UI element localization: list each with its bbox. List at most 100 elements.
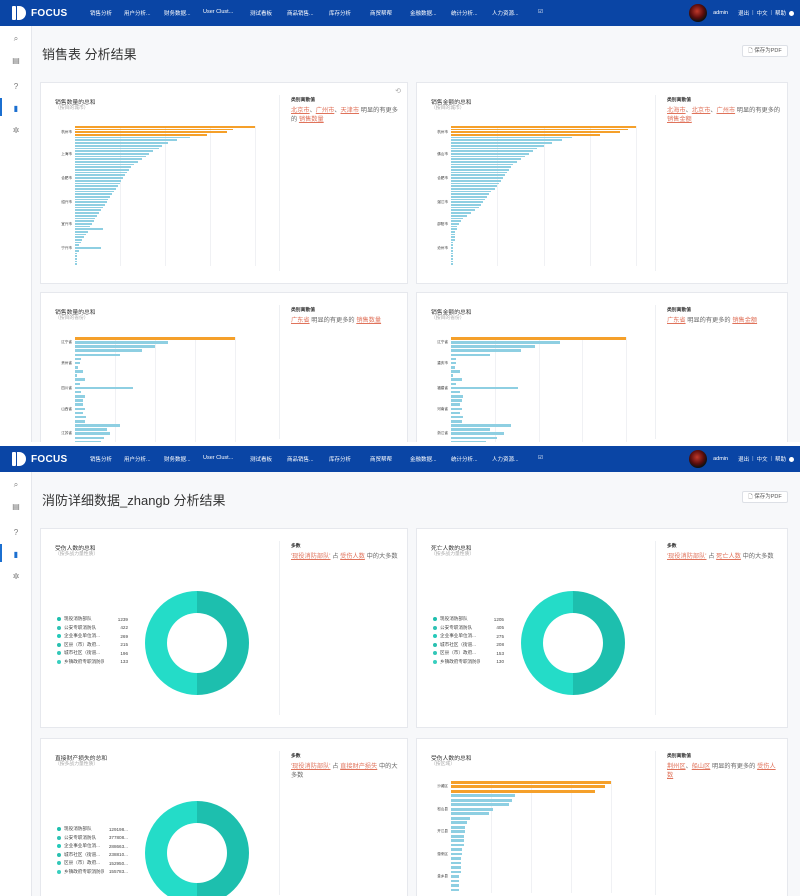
menu-item[interactable]: 测试看板 [250,457,273,463]
bar[interactable] [451,395,464,398]
bar[interactable] [451,812,490,816]
bar[interactable] [75,361,80,365]
bar[interactable] [451,440,486,442]
menu-item[interactable]: 人力资源... [492,457,519,463]
language-switch[interactable]: 中文 [756,457,768,463]
menu-item[interactable]: User Clust... [203,455,234,461]
legend-item[interactable]: 城市社区（街道... 196 [57,649,128,658]
bar[interactable] [75,432,111,435]
bar[interactable] [75,161,139,163]
bar[interactable] [451,150,534,152]
bar[interactable] [75,126,255,128]
bar[interactable] [451,249,453,252]
legend-item[interactable]: 公安专职消防队 405 [433,624,504,633]
bar[interactable] [451,374,453,377]
bar[interactable] [451,239,456,241]
bar[interactable] [451,220,462,222]
bar[interactable] [451,785,605,789]
legend-item[interactable]: 公安专职消防队 377808... [57,834,128,843]
bar[interactable] [75,374,77,377]
bar[interactable] [75,257,77,260]
refresh-icon[interactable]: ⟲ [395,88,401,95]
bar[interactable] [451,198,486,201]
bar[interactable] [451,411,460,415]
bar[interactable] [75,390,82,394]
help-link[interactable]: 帮助 [774,457,786,463]
bar[interactable] [451,798,512,802]
menu-item[interactable]: 商贸帮帮 [370,11,393,17]
bar[interactable] [451,436,497,440]
legend-item[interactable]: 区县（市）政府... 152950... [57,859,128,868]
bar[interactable] [451,415,464,419]
bar[interactable] [75,136,191,139]
menu-item[interactable]: 金融数据... [410,457,437,463]
insight-highlight[interactable]: 北京市 [691,107,711,114]
bar[interactable] [75,255,77,257]
avatar[interactable] [689,450,708,468]
bar[interactable] [451,177,504,179]
menu-item[interactable]: 金融数据... [410,11,437,17]
bar[interactable] [75,187,116,190]
bar[interactable] [451,432,504,435]
menu-item[interactable]: 人力资源... [492,11,519,17]
gear-icon[interactable]: ✲ [12,572,20,581]
bar[interactable] [75,163,135,166]
insight-highlight[interactable]: 死亡人数 [716,553,741,560]
bar[interactable] [75,201,107,204]
bar[interactable] [451,403,460,406]
chart-card[interactable]: 受伤人数的总和 （按区域） 沙滩区 松山县 开江县 惠来区 金乡县 类别离散值 荆州区、船… [416,738,788,896]
bar[interactable] [75,158,142,160]
bar[interactable] [75,357,82,361]
bar[interactable] [451,852,463,856]
bar[interactable] [451,366,455,369]
menu-item[interactable]: 统计分析... [451,457,478,463]
bar[interactable] [451,378,462,382]
insight-highlight[interactable]: 直接财产损失 [340,763,378,770]
bar[interactable] [451,161,518,163]
bar[interactable] [75,415,87,419]
bar[interactable] [451,370,460,373]
bar[interactable] [75,440,101,442]
bar[interactable] [75,345,155,348]
bar[interactable] [75,193,113,195]
bar[interactable] [451,209,476,212]
bar[interactable] [451,131,620,134]
bar[interactable] [75,190,114,193]
bar[interactable] [451,839,464,842]
chart-card[interactable]: 销售金额的总和 （按目的省份） 辽宁省 重庆市 福建省 河南省 浙江省 类别离散值 广东省… [416,292,788,442]
insight-highlight[interactable]: 销售金额 [732,317,758,324]
bar[interactable] [451,816,471,820]
bar[interactable] [75,233,87,236]
legend-item[interactable]: 城市社区（街道... 208 [433,641,504,650]
bar[interactable] [451,147,538,150]
bar[interactable] [451,424,511,427]
bar[interactable] [75,341,168,344]
document-icon[interactable]: ▤ [12,502,20,511]
bar[interactable] [451,128,628,131]
chart-card[interactable]: 受伤人数的总和 （按多战力量性质） 现役消防部队 1239 公安专职消防队 422 企业… [40,528,408,728]
menu-item[interactable]: 测试看板 [250,11,273,17]
bar[interactable] [451,142,552,144]
menu-item[interactable]: 商贸帮帮 [370,457,393,463]
menu-item[interactable]: 销售分析 [90,457,113,463]
bar[interactable] [451,861,461,865]
bar[interactable] [451,152,530,155]
legend-item[interactable]: 企业事业单位消... 275 [433,632,504,641]
legend-item[interactable]: 现役消防部队 129198... [57,825,128,834]
bar[interactable] [75,349,143,352]
chart-card[interactable]: 死亡人数的总和 （按多战力量性质） 现役消防部队 1205 公安专职消防队 405 企业… [416,528,788,728]
insight-highlight[interactable]: 销售金额 [667,116,692,123]
legend-item[interactable]: 乡镇政府专职消防队 130 [433,658,504,667]
bar[interactable] [75,411,83,415]
bar[interactable] [75,209,101,212]
bar[interactable] [451,247,453,249]
bar[interactable] [451,257,453,260]
menu-item[interactable]: 财务数据... [164,11,191,17]
chart-card[interactable]: ⟲ 销售数量的总和 （按目的城市） 杭州市 上海市 合肥市 绍兴市 宜兴市 宁兴市 类别离… [40,82,408,284]
bar[interactable] [451,357,457,361]
bar[interactable] [451,185,498,187]
help-circle-icon[interactable]: ? [13,528,19,537]
bar[interactable] [75,353,120,357]
legend-item[interactable]: 城市社区（街道... 238810... [57,851,128,860]
bar[interactable] [75,249,79,252]
